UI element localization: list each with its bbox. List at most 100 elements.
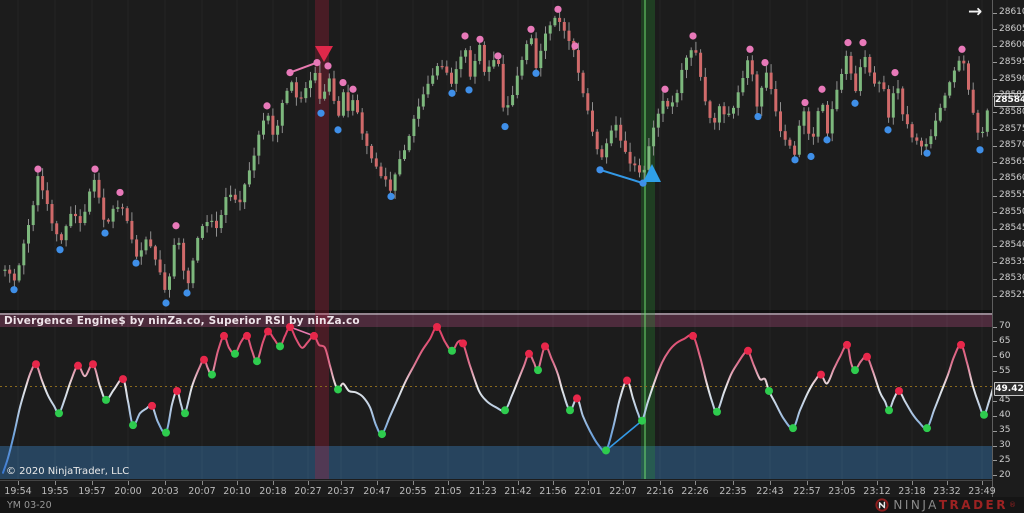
time-tick [55, 481, 56, 485]
swing-low-dots [10, 69, 984, 307]
price-tick-label: 28595 [999, 56, 1024, 67]
price-axis[interactable]: 28584 49.42 28610 28605 28600 28595 28590 285… [992, 0, 1024, 497]
time-tick-label: 22:35 [719, 486, 747, 497]
rsi-tick-label: 45 [999, 395, 1011, 406]
price-tick-label: 28580 [999, 106, 1024, 117]
ninjatrader-logo-icon [875, 498, 889, 512]
time-tick [92, 481, 93, 485]
price-tick-tick [993, 79, 997, 81]
price-tick-label: 28525 [999, 290, 1024, 300]
rsi-tick-tick [993, 371, 997, 373]
time-tick-label: 21:05 [434, 486, 462, 497]
time-tick [128, 481, 129, 485]
signal-band-bullish [641, 0, 655, 479]
price-tick-tick [993, 62, 997, 64]
time-tick [912, 481, 913, 485]
rsi-panel-top-border [0, 313, 992, 315]
time-tick-label: 20:27 [294, 486, 322, 497]
time-tick [660, 481, 661, 485]
time-tick [448, 481, 449, 485]
brand-ninja-text: NINJA [893, 498, 939, 512]
rsi-tick-label: 55 [999, 365, 1011, 376]
time-tick-label: 23:49 [968, 486, 996, 497]
price-tick-tick [993, 145, 997, 147]
time-tick [273, 481, 274, 485]
signal-band-bearish [315, 0, 329, 479]
price-tick-label: 28545 [999, 223, 1024, 234]
rsi-tick-tick [993, 445, 997, 447]
price-tick-label: 28610 [999, 7, 1024, 17]
time-tick-label: 22:01 [574, 486, 602, 497]
candles-layer [3, 11, 989, 298]
price-tick-label: 28600 [999, 40, 1024, 51]
price-tick-tick [993, 162, 997, 164]
time-tick-label: 19:57 [78, 486, 106, 497]
time-tick [877, 481, 878, 485]
bearish-divergence-line-rsi [289, 326, 315, 337]
price-tick-label: 28555 [999, 190, 1024, 201]
price-tick-tick [993, 129, 997, 131]
bearish-divergence-line-price [289, 61, 318, 74]
bullish-signal-arrow-icon [643, 164, 661, 182]
chart-canvas[interactable] [0, 0, 992, 480]
rsi-tick-label: 35 [999, 425, 1011, 436]
price-tick-tick [993, 95, 997, 97]
price-tick-label: 28560 [999, 173, 1024, 184]
time-tick-label: 22:07 [609, 486, 637, 497]
price-tick-tick [993, 245, 997, 247]
time-tick-label: 21:56 [539, 486, 567, 497]
time-tick-label: 22:43 [756, 486, 784, 497]
rsi-tick-tick [993, 341, 997, 343]
bullish-divergence-line-price [599, 168, 644, 185]
rsi-tick-tick [993, 326, 997, 328]
time-tick [518, 481, 519, 485]
price-tick-label: 28540 [999, 240, 1024, 251]
time-tick-label: 22:26 [681, 486, 709, 497]
bearish-signal-arrow-icon [315, 46, 333, 62]
time-tick [341, 481, 342, 485]
go-to-latest-arrow-icon[interactable]: → [968, 2, 983, 22]
rsi-tick-label: 30 [999, 440, 1011, 450]
time-tick [483, 481, 484, 485]
rsi-line [2, 326, 992, 474]
time-tick [623, 481, 624, 485]
rsi-tick-label: 60 [999, 350, 1011, 361]
rsi-tick-label: 40 [999, 410, 1011, 421]
price-tick-tick [993, 45, 997, 47]
time-tick [237, 481, 238, 485]
time-tick [807, 481, 808, 485]
time-tick-label: 22:57 [793, 486, 821, 497]
time-tick-label: 20:55 [399, 486, 427, 497]
price-tick-label: 28530 [999, 273, 1024, 284]
brand-reg-mark: ® [1009, 501, 1016, 509]
time-tick [308, 481, 309, 485]
status-bar: YM 03-20 NINJA TRADER ® [0, 497, 1024, 513]
time-tick [695, 481, 696, 485]
time-axis[interactable]: 19:54 19:55 19:57 20:00 20:03 20:07 20:10 20:18… [0, 480, 996, 498]
price-tick-tick [993, 228, 997, 230]
rsi-tick-label: 25 [999, 454, 1011, 465]
rsi-tick-tick [993, 460, 997, 462]
time-tick-label: 20:03 [151, 486, 179, 497]
rsi-tick-tick [993, 400, 997, 402]
time-tick-label: 20:00 [114, 486, 142, 497]
rsi-tick-label: 65 [999, 335, 1011, 346]
price-tick-label: 28570 [999, 140, 1024, 151]
price-tick-tick [993, 295, 997, 297]
rsi-tick-tick [993, 430, 997, 432]
price-tick-tick [993, 278, 997, 280]
copyright-label: © 2020 NinjaTrader, LLC [6, 466, 130, 477]
time-tick [982, 481, 983, 485]
rsi-overbought-zone [0, 315, 992, 327]
time-tick [770, 481, 771, 485]
bullish-divergence-line-rsi [605, 420, 643, 452]
rsi-tick-tick [993, 475, 997, 477]
price-tick-label: 28565 [999, 156, 1024, 167]
time-tick [413, 481, 414, 485]
time-tick-label: 21:23 [469, 486, 497, 497]
time-tick-label: 20:47 [363, 486, 391, 497]
rsi-tick-label: 70 [999, 321, 1011, 331]
price-tick-tick [993, 29, 997, 31]
price-tick-tick [993, 112, 997, 114]
